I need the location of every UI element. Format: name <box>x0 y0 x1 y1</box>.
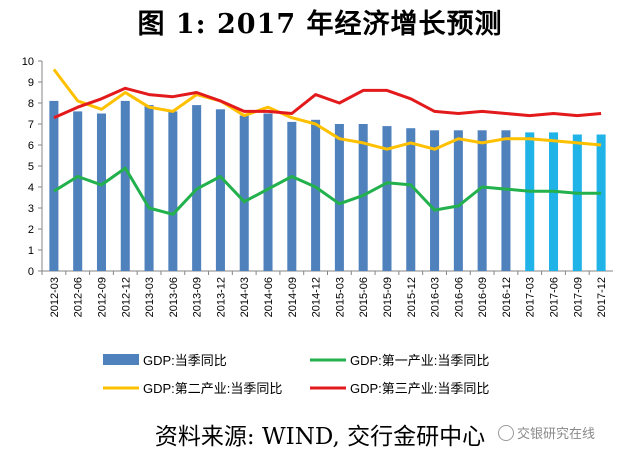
bar <box>596 134 606 271</box>
x-tick-label: 2014-12 <box>311 277 323 317</box>
x-tick-label: 2014-03 <box>239 277 251 317</box>
bar <box>382 126 392 271</box>
legend-label: GDP:第三产业:当季同比 <box>350 381 489 396</box>
legend: GDP:当季同比 GDP:第一产业:当季同比 GDP:第二产业:当季同比 GDP:第三… <box>103 353 489 396</box>
secondary-industry-line <box>52 68 602 151</box>
bar <box>334 124 344 271</box>
x-tick-label: 2012-03 <box>49 277 61 317</box>
y-tick-label: 6 <box>28 140 34 152</box>
bar <box>406 128 416 271</box>
x-tick-label: 2017-03 <box>525 277 537 317</box>
x-tick-label: 2015-06 <box>358 277 370 317</box>
source-note: 资料来源: WIND, 交行金研中心 <box>154 424 486 450</box>
x-tick-label: 2015-09 <box>382 277 394 317</box>
bar <box>168 111 178 272</box>
bar <box>358 124 368 271</box>
bar <box>49 100 59 272</box>
primary-industry-line <box>53 166 602 216</box>
wechat-icon <box>498 425 514 441</box>
x-tick-label: 2012-12 <box>120 277 132 317</box>
watermark-text: 交银研究在线 <box>517 427 596 442</box>
x-tick-label: 2014-06 <box>263 277 275 317</box>
y-tick-label: 1 <box>28 245 34 257</box>
bar <box>73 111 83 272</box>
legend-label: GDP:当季同比 <box>143 353 227 368</box>
x-tick-label: 2016-06 <box>453 277 465 317</box>
x-tick-label: 2014-09 <box>287 277 299 317</box>
y-tick-label: 3 <box>28 203 34 215</box>
y-tick-label: 10 <box>22 56 34 68</box>
y-tick-labels: 0 1 2 3 4 5 6 7 8 9 10 <box>22 56 34 278</box>
y-tick-label: 5 <box>28 161 34 173</box>
bar <box>120 100 130 272</box>
bar <box>477 130 487 271</box>
bar <box>430 130 440 271</box>
bar <box>215 109 225 271</box>
x-tick-label: 2016-12 <box>501 277 513 317</box>
bar <box>501 130 511 271</box>
legend-label: GDP:第一产业:当季同比 <box>350 353 489 368</box>
x-tick-label: 2016-09 <box>477 277 489 317</box>
bar-series <box>49 100 606 272</box>
y-tick-label: 2 <box>28 224 34 236</box>
y-tick-label: 0 <box>28 266 34 278</box>
bar <box>572 134 582 271</box>
x-tick-label: 2016-03 <box>430 277 442 317</box>
x-tick-label: 2017-12 <box>596 277 608 317</box>
x-tick-label: 2017-06 <box>549 277 561 317</box>
line-series <box>52 68 602 216</box>
x-tick-label: 2015-03 <box>334 277 346 317</box>
x-tick-label: 2013-09 <box>192 277 204 317</box>
watermark: 交银研究在线 <box>498 423 595 442</box>
tertiary-industry-line <box>53 86 602 120</box>
chart-axes <box>38 60 613 275</box>
x-tick-label: 2013-03 <box>144 277 156 317</box>
x-tick-label: 2015-12 <box>406 277 418 317</box>
legend-label: GDP:第二产业:当季同比 <box>143 381 282 396</box>
bar <box>144 105 154 271</box>
x-tick-label: 2013-12 <box>215 277 227 317</box>
y-tick-label: 9 <box>28 77 34 89</box>
bar <box>453 130 463 271</box>
x-tick-label: 2017-09 <box>572 277 584 317</box>
x-tick-label: 2013-06 <box>168 277 180 317</box>
bar <box>525 132 535 271</box>
x-tick-label: 2012-06 <box>73 277 85 317</box>
bar <box>549 132 559 271</box>
legend-swatch-bar <box>103 354 139 365</box>
bar <box>287 121 297 272</box>
y-tick-label: 7 <box>28 119 34 131</box>
y-tick-label: 8 <box>28 98 34 110</box>
x-tick-labels: 2012-03 2012-06 2012-09 2012-12 2013-03 2013-… <box>49 277 608 317</box>
bar <box>263 113 273 271</box>
x-tick-label: 2012-09 <box>96 277 108 317</box>
y-tick-label: 4 <box>28 182 34 194</box>
chart-title: 图 1: 2017 年经济增长预测 <box>137 9 503 40</box>
bar <box>239 115 249 271</box>
bar <box>311 119 321 271</box>
bar <box>96 113 106 271</box>
